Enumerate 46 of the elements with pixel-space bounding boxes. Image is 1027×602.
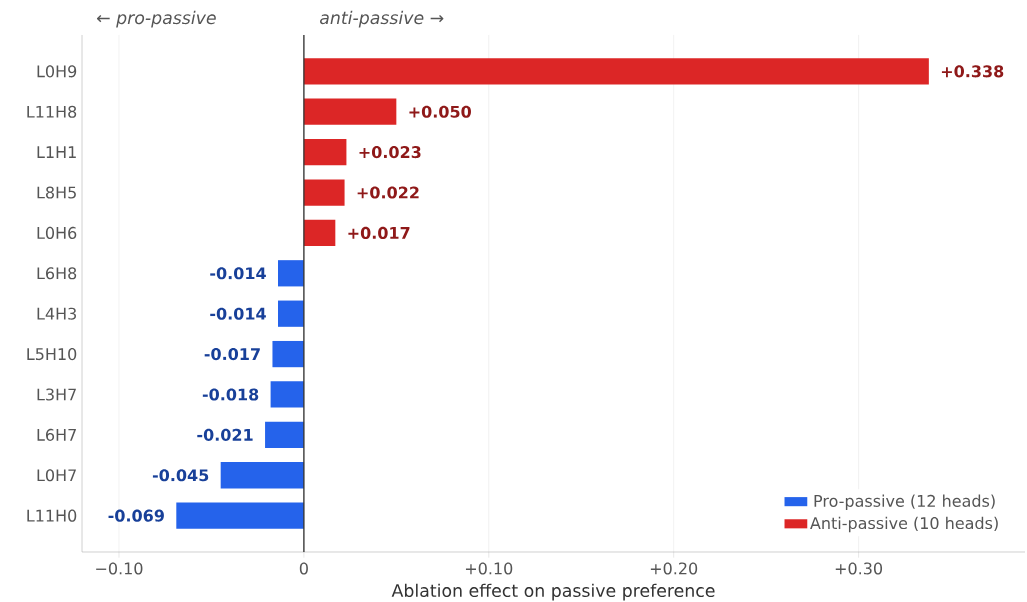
bar [270, 381, 304, 408]
bar [303, 58, 929, 85]
bar [272, 340, 304, 368]
data-label: +0.023 [359, 146, 421, 159]
bar [303, 98, 397, 125]
bar [303, 179, 345, 206]
x-tick-label: +0.20 [650, 562, 698, 575]
data-label: -0.017 [204, 348, 260, 361]
data-label: -0.069 [108, 509, 164, 522]
bar [220, 462, 304, 489]
bar [278, 300, 304, 327]
y-tick-label: L0H6 [37, 226, 77, 239]
data-label: -0.021 [197, 428, 253, 441]
y-tick-label: L4H3 [37, 307, 76, 320]
data-label: +0.050 [409, 105, 471, 118]
bar [303, 139, 347, 166]
text: anti-passive → [319, 10, 444, 28]
y-tick-label: L0H7 [37, 469, 76, 482]
legend-label: Pro-passive (12 heads) [814, 494, 995, 511]
data-label: +0.017 [348, 226, 410, 239]
data-label: +0.022 [357, 186, 419, 199]
y-tick-label: L0H9 [37, 65, 77, 78]
bar [278, 260, 304, 287]
y-tick-label: L1H1 [37, 146, 76, 158]
data-label: +0.338 [941, 65, 1004, 78]
y-tick-label: L11H0 [27, 509, 77, 522]
x-tick-label: 0 [299, 562, 308, 575]
y-tick-label: L8H5 [37, 186, 76, 199]
bar [265, 421, 304, 448]
y-tick-label: L11H8 [27, 105, 77, 118]
x-axis-title: Ablation effect on passive preference [391, 583, 715, 601]
data-label: -0.014 [210, 267, 266, 280]
y-tick-label: L6H8 [37, 267, 77, 280]
bar [303, 219, 336, 247]
x-tick-label: −0.10 [96, 562, 143, 575]
data-label: -0.045 [152, 469, 209, 482]
x-tick-label: +0.10 [465, 562, 513, 575]
y-tick-label: L6H7 [37, 428, 76, 441]
y-tick-label: L3H7 [37, 388, 76, 401]
x-tick-label: +0.30 [835, 562, 883, 575]
y-tick-label: L5H10 [27, 348, 77, 361]
data-label: -0.014 [210, 307, 266, 320]
text: ← pro-passive [96, 10, 216, 28]
legend-label: Anti-passive (10 heads) [810, 516, 998, 533]
bar [176, 502, 304, 529]
data-label: -0.018 [202, 388, 259, 401]
